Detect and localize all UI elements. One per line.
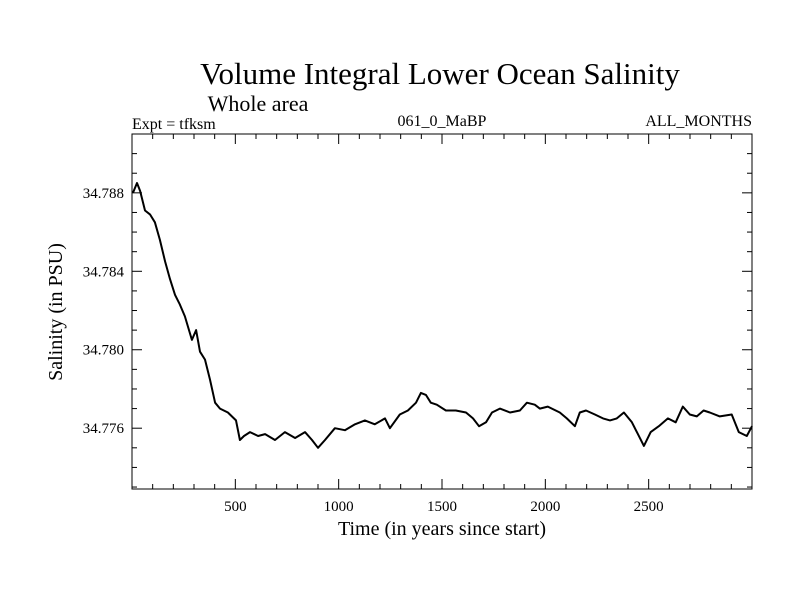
chart-title: Volume Integral Lower Ocean Salinity [200,56,680,91]
x-axis-label: Time (in years since start) [338,518,546,540]
series-line-salinity [132,182,753,449]
axis-ticks [132,134,752,489]
y-tick-label: 34.776 [83,421,125,437]
x-tick-label: 2500 [634,499,664,515]
axis-tick-labels: 500 1000 1500 2000 2500 34.776 34.780 34.784 34.… [83,186,664,515]
plot-frame [131,133,753,490]
chart-subtitle: Whole area [208,91,309,116]
y-tick-label: 34.784 [83,264,125,280]
x-tick-label: 2000 [530,499,560,515]
x-tick-label: 1500 [427,499,457,515]
x-tick-label: 500 [224,499,247,515]
x-tick-label: 1000 [324,499,354,515]
run-id-label: 061_0_MaBP [398,113,487,130]
y-tick-label: 34.780 [83,343,124,359]
y-axis-label: Salinity (in PSU) [45,243,67,381]
months-label: ALL_MONTHS [645,113,752,130]
experiment-label: Expt = tfksm [132,116,216,133]
y-tick-label: 34.788 [83,186,124,202]
